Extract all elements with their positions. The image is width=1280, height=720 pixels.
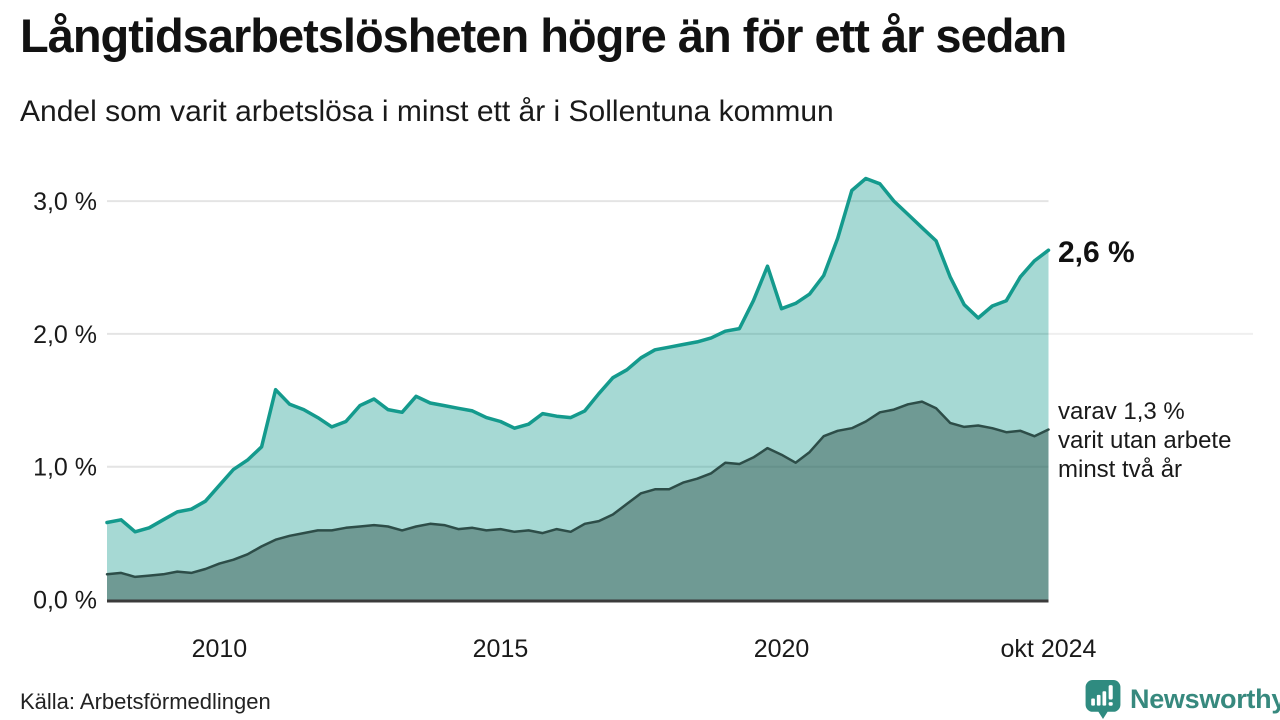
y-axis-tick-label: 0,0 % xyxy=(33,587,97,615)
x-axis-tick-label: 2020 xyxy=(754,635,810,663)
x-axis-tick-label: 2010 xyxy=(192,635,248,663)
x-axis-tick-label: okt 2024 xyxy=(1001,635,1097,663)
area-two-year xyxy=(107,401,1049,600)
y-axis-tick-label: 1,0 % xyxy=(33,454,97,482)
x-axis-tick-label: 2015 xyxy=(473,635,529,663)
newsworthy-wordmark: Newsworthy xyxy=(1130,684,1280,714)
area-one-year xyxy=(107,178,1049,600)
source-attribution: Källa: Arbetsförmedlingen xyxy=(20,689,271,714)
y-axis-tick-label: 3,0 % xyxy=(33,188,97,216)
line-one-year xyxy=(105,176,1051,534)
y-axis-tick-label: 2,0 % xyxy=(33,321,97,349)
newsworthy-logo: Newsworthy xyxy=(1084,679,1280,720)
newsworthy-bubble-chart-icon xyxy=(1085,680,1121,719)
chart-subtitle: Andel som varit arbetslösa i minst ett å… xyxy=(20,95,834,128)
line-two-year xyxy=(105,400,1050,579)
latest-value-label: 2,6 % xyxy=(1058,236,1135,269)
secondary-series-label: varav 1,3 % varit utan arbete minst två … xyxy=(1058,398,1232,483)
chart-title: Långtidsarbetslösheten högre än för ett … xyxy=(20,9,1067,62)
